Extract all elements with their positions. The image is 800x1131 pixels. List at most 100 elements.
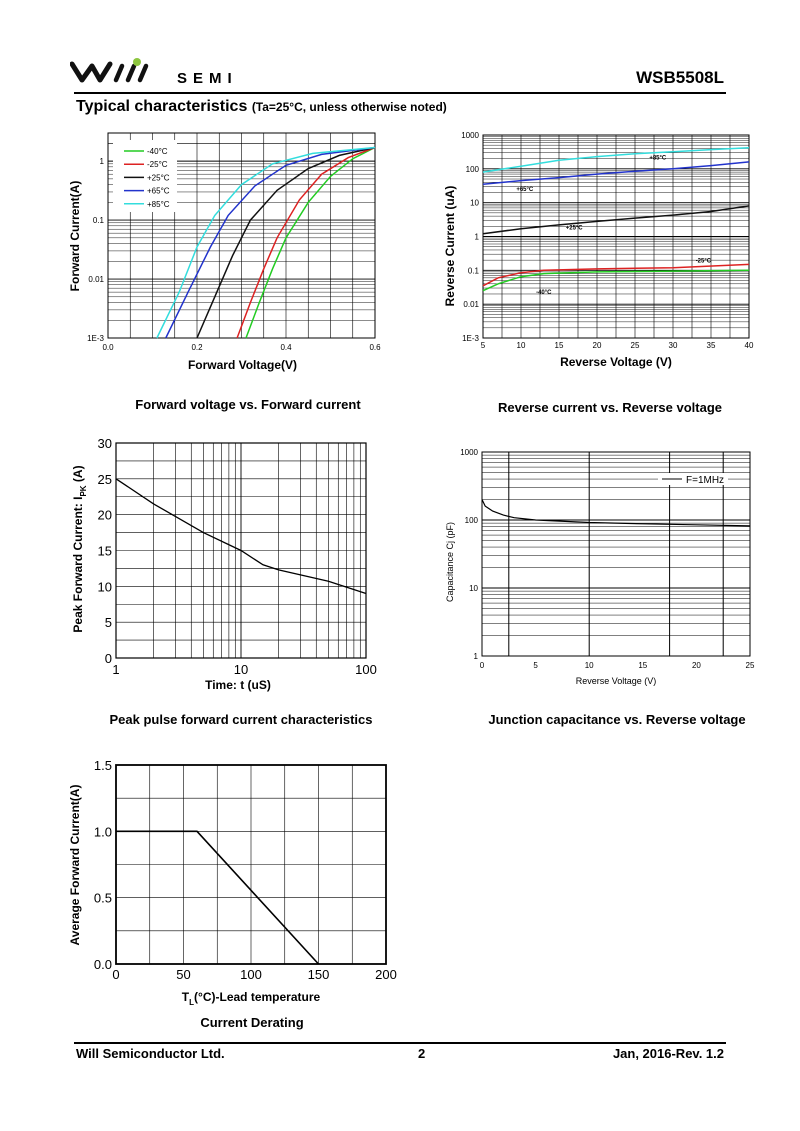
fwd-series-2 xyxy=(196,146,376,339)
derate-xlabel-unit: (°C) xyxy=(194,990,215,1004)
caption-derating: Current Derating xyxy=(200,1015,304,1030)
peak-ylabel-main: Peak Forward Current: I xyxy=(71,497,85,633)
fwd-series-4 xyxy=(156,146,376,339)
peak-ytick-label: 10 xyxy=(98,579,112,594)
section-condition: (Ta=25°C, unless otherwise noted) xyxy=(251,100,447,114)
derate-series-0 xyxy=(116,830,320,965)
cap-ytick-label: 10 xyxy=(469,584,478,593)
derate-ytick-label: 0.5 xyxy=(94,891,112,906)
derate-ytick-label: 0.0 xyxy=(94,957,112,972)
cap-ylabel: Capacitance Cj (pF) xyxy=(445,522,455,602)
cap-legend-box xyxy=(658,473,728,485)
cap-xtick-label: 0 xyxy=(480,661,485,670)
fwd-legend-label-4: +85°C xyxy=(147,200,170,209)
cap-ytick-label: 100 xyxy=(465,516,479,525)
peak-series-0 xyxy=(115,478,367,595)
fwd-xlabel: Forward Voltage(V) xyxy=(188,358,297,372)
section-title: Typical characteristics xyxy=(76,98,248,115)
cap-legend-label: F=1MHz xyxy=(686,475,724,486)
derate-xlabel-main: -Lead temperature xyxy=(216,990,321,1004)
rev-series-1 xyxy=(482,161,750,186)
peak-ytick-label: 20 xyxy=(98,508,112,523)
part-number: WSB5508L xyxy=(636,68,724,87)
rev-xtick-label: 35 xyxy=(707,341,716,350)
caption-capacitance: Junction capacitance vs. Reverse voltage xyxy=(488,712,746,727)
peak-xtick-label: 100 xyxy=(355,662,377,677)
company-logo xyxy=(70,58,149,83)
fwd-legend-box xyxy=(113,140,177,212)
fwd-legend-label-3: +65°C xyxy=(147,187,170,196)
derate-ytick-label: 1.0 xyxy=(94,824,112,839)
peak-ylabel: Peak Forward Current: IPK (A) xyxy=(71,465,88,632)
fwd-ytick-label: 1E-3 xyxy=(87,334,104,343)
fwd-xtick-label: 0.2 xyxy=(191,343,203,352)
fwd-ylabel: Forward Current(A) xyxy=(68,181,82,292)
footer-page: 2 xyxy=(418,1046,426,1061)
footer-date: Jan, 2016-Rev. 1.2 xyxy=(612,1046,724,1061)
footer-rule xyxy=(74,1042,726,1044)
fwd-xtick-label: 0.6 xyxy=(369,343,381,352)
peak-ylabel-unit: (A) xyxy=(71,465,85,485)
rev-curve-label-4: -40°C xyxy=(536,290,552,296)
derate-ylabel: Average Forward Current(A) xyxy=(68,785,82,946)
cap-xtick-label: 20 xyxy=(692,661,701,670)
rev-series-4 xyxy=(482,269,750,292)
rev-frame xyxy=(482,134,750,339)
rev-xlabel: Reverse Voltage (V) xyxy=(560,355,672,369)
rev-xtick-label: 20 xyxy=(593,341,602,350)
cap-xlabel: Reverse Voltage (V) xyxy=(576,676,657,686)
caption-peak: Peak pulse forward current characteristi… xyxy=(109,712,373,727)
cap-xtick-label: 25 xyxy=(746,661,755,670)
peak-ytick-label: 5 xyxy=(105,615,112,630)
fwd-series-3 xyxy=(165,146,376,339)
derate-xtick-label: 200 xyxy=(375,967,397,982)
rev-ytick-label: 10 xyxy=(470,199,479,208)
cap-xtick-label: 15 xyxy=(638,661,647,670)
rev-curve-label-3: -25°C xyxy=(696,259,712,265)
rev-xtick-label: 10 xyxy=(517,341,526,350)
rev-ytick-label: 1 xyxy=(475,233,480,242)
rev-ytick-label: 0.1 xyxy=(468,266,480,275)
cap-xtick-label: 5 xyxy=(533,661,538,670)
derate-xtick-label: 50 xyxy=(176,967,190,982)
rev-ytick-label: 1000 xyxy=(461,131,479,140)
derate-xlabel-prefix: T xyxy=(182,990,190,1004)
derate-ytick-label: 1.5 xyxy=(94,758,112,773)
rev-curve-label-0: +85°C xyxy=(649,155,667,161)
section-heading: Typical characteristics (Ta=25°C, unless… xyxy=(76,98,447,116)
derate-xtick-label: 150 xyxy=(308,967,330,982)
rev-ytick-label: 0.01 xyxy=(463,300,479,309)
peak-ytick-label: 25 xyxy=(98,472,112,487)
cap-ytick-label: 1000 xyxy=(460,448,478,457)
header-rule xyxy=(74,92,726,94)
fwd-series-0 xyxy=(245,146,376,339)
footer-company: Will Semiconductor Ltd. xyxy=(76,1046,225,1061)
fwd-legend-label-2: +25°C xyxy=(147,173,170,182)
peak-ytick-label: 15 xyxy=(98,544,112,559)
derate-xtick-label: 100 xyxy=(240,967,262,982)
fwd-ytick-label: 0.01 xyxy=(88,275,104,284)
cap-frame xyxy=(481,451,751,657)
rev-xtick-label: 15 xyxy=(555,341,564,350)
peak-xtick-label: 10 xyxy=(234,662,248,677)
rev-ylabel: Reverse Current (uA) xyxy=(443,186,457,307)
rev-xtick-label: 25 xyxy=(631,341,640,350)
logo-dot xyxy=(133,58,141,66)
fwd-legend-label-0: -40°C xyxy=(147,147,168,156)
rev-ytick-label: 1E-3 xyxy=(462,334,479,343)
fwd-xtick-label: 0.4 xyxy=(280,343,292,352)
peak-ylabel-sub: PK xyxy=(79,485,88,496)
peak-frame xyxy=(115,442,367,659)
rev-series-2 xyxy=(482,205,750,235)
fwd-legend-label-1: -25°C xyxy=(147,160,168,169)
rev-ytick-label: 100 xyxy=(466,165,480,174)
rev-curve-label-1: +65°C xyxy=(516,187,534,193)
peak-xlabel: Time: t (uS) xyxy=(205,678,271,692)
rev-series-3 xyxy=(482,263,750,287)
rev-xtick-label: 40 xyxy=(745,341,754,350)
fwd-xtick-label: 0.0 xyxy=(102,343,114,352)
peak-ytick-label: 30 xyxy=(98,436,112,451)
rev-xtick-label: 5 xyxy=(481,341,486,350)
rev-curve-label-2: +25°C xyxy=(566,226,584,232)
